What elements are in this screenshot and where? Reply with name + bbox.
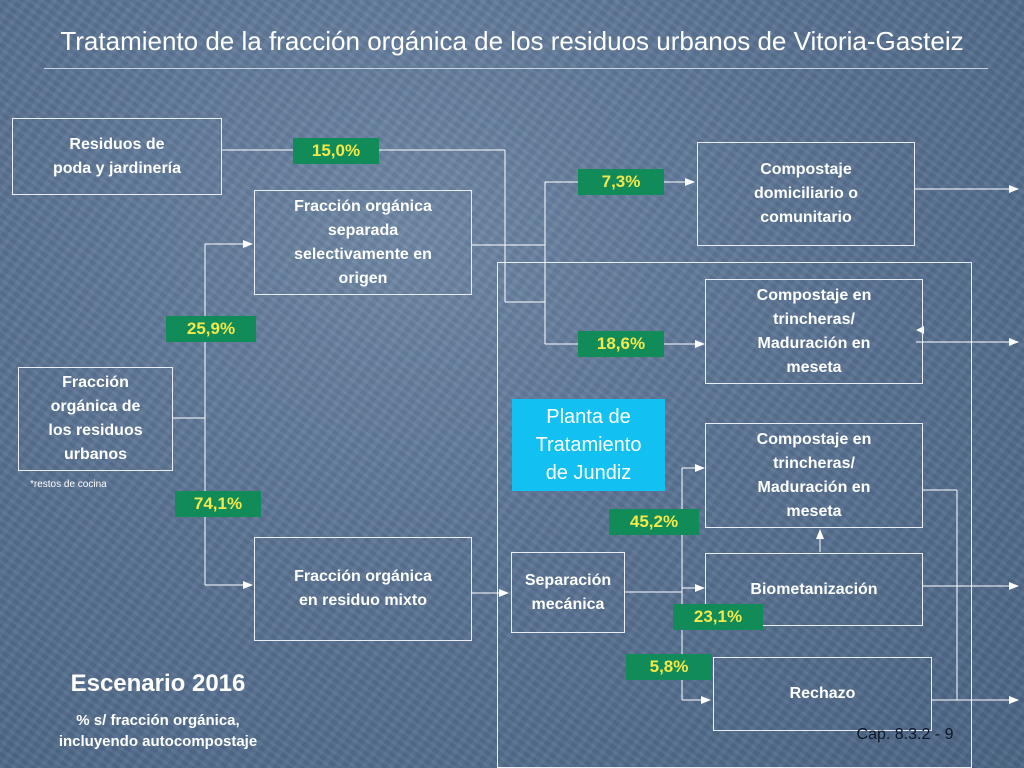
footnote-restos-cocina: *restos de cocina [30,479,107,490]
pct-badge-25-9: 25,9% [166,316,256,342]
box-compostaje-trincheras-1: Compostaje en trincheras/ Maduración en … [705,279,923,384]
box-compostaje-domiciliario: Compostaje domiciliario o comunitario [697,142,915,246]
title-divider [44,68,988,69]
pct-badge-18-6: 18,6% [578,331,664,357]
box-compostaje-trincheras-2: Compostaje en trincheras/ Maduración en … [705,423,923,528]
pct-badge-23-1: 23,1% [673,604,763,630]
box-fraccion-residuo-mixto: Fracción orgánica en residuo mixto [254,537,472,641]
pct-badge-7-3: 7,3% [578,169,664,195]
pct-badge-5-8: 5,8% [626,654,712,680]
box-fraccion-organica-residuos: Fracción orgánica de los residuos urbano… [18,367,173,471]
box-biometanizacion: Biometanización [705,553,923,626]
box-poda-jardineria: Residuos de poda y jardinería [12,118,222,195]
scenario-title: Escenario 2016 [70,670,246,697]
box-rechazo: Rechazo [713,657,932,731]
box-fraccion-separada: Fracción orgánica separada selectivament… [254,190,472,295]
pct-badge-74-1: 74,1% [175,491,261,517]
page-title: Tratamiento de la fracción orgánica de l… [60,26,964,56]
scenario-subtitle: % s/ fracción orgánica, incluyendo autoc… [58,712,258,750]
plant-label-jundiz: Planta de Tratamiento de Jundiz [512,399,665,491]
box-separacion-mecanica: Separación mecánica [511,552,625,633]
pct-badge-45-2: 45,2% [609,509,699,535]
pct-badge-15: 15,0% [293,138,379,164]
chapter-reference: Cap. 8.3.2 - 9 [856,726,954,743]
